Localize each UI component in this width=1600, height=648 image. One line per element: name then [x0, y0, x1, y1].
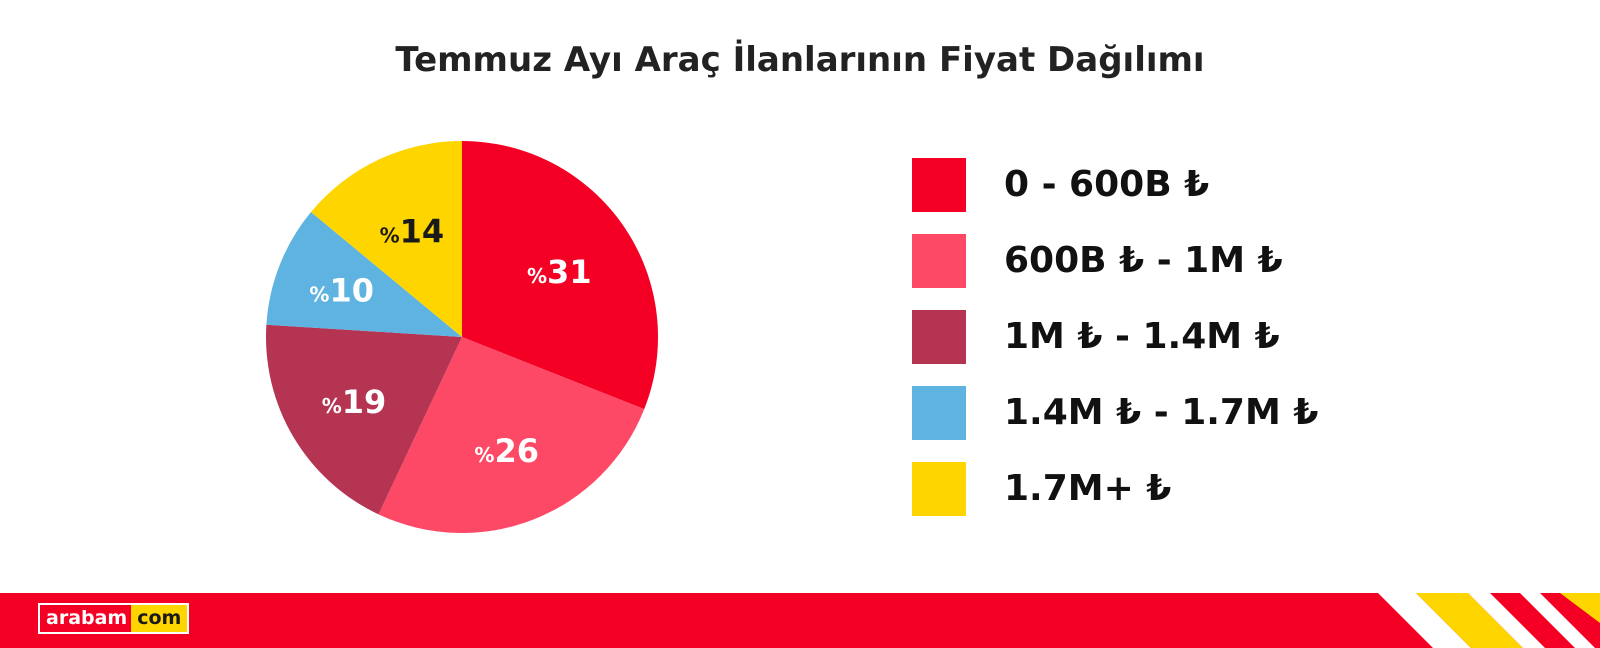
legend-item-4: 1.4M ₺ - 1.7M ₺	[912, 386, 1318, 462]
footer-stripes	[0, 593, 1600, 648]
pie-slice-4	[266, 212, 462, 337]
legend-item-2: 600B ₺ - 1M ₺	[912, 234, 1318, 310]
legend-swatch-5	[912, 462, 966, 516]
logo-text-com: com	[131, 605, 188, 632]
pie-slice-3	[266, 324, 462, 515]
pie-slice-label-5: %14	[380, 213, 445, 251]
legend-item-3: 1M ₺ - 1.4M ₺	[912, 310, 1318, 386]
legend-label-2: 600B ₺ - 1M ₺	[1004, 240, 1283, 281]
legend-label-1: 0 - 600B ₺	[1004, 164, 1210, 205]
footer-bar: arabam com	[0, 593, 1600, 648]
legend-swatch-2	[912, 234, 966, 288]
legend-item-5: 1.7M+ ₺	[912, 462, 1318, 538]
footer-stripe-white-3	[1520, 593, 1595, 648]
footer-stripe-yellow-1	[1416, 593, 1523, 648]
legend: 0 - 600B ₺ 600B ₺ - 1M ₺ 1M ₺ - 1.4M ₺ 1.4M…	[912, 158, 1318, 538]
pie-slice-5	[310, 141, 462, 337]
legend-item-1: 0 - 600B ₺	[912, 158, 1318, 234]
legend-swatch-3	[912, 310, 966, 364]
pie-slice-label-4: %10	[309, 271, 374, 309]
legend-label-4: 1.4M ₺ - 1.7M ₺	[1004, 392, 1319, 433]
pie-slice-label-3: %19	[322, 383, 387, 421]
legend-label-5: 1.7M+ ₺	[1004, 468, 1172, 509]
pie-slice-label-1: %31	[527, 253, 592, 291]
footer-red-band	[0, 593, 1600, 648]
arabam-logo: arabam com	[38, 603, 190, 634]
legend-swatch-4	[912, 386, 966, 440]
pie-slice-label-2: %26	[474, 432, 539, 470]
chart-title: Temmuz Ayı Araç İlanlarının Fiyat Dağılı…	[395, 40, 1205, 80]
legend-swatch-1	[912, 158, 966, 212]
legend-label-3: 1M ₺ - 1.4M ₺	[1004, 316, 1280, 357]
pie-chart: %31 %26 %19 %10%14	[266, 141, 659, 534]
footer-stripe-white-2	[1468, 593, 1545, 648]
logo-text-arabam: arabam	[46, 607, 128, 629]
footer-stripe-yellow-2	[1560, 593, 1600, 623]
pie-slice-1	[462, 141, 659, 410]
footer-stripe-white-1	[1378, 593, 1471, 648]
pie-slice-2	[378, 337, 645, 534]
